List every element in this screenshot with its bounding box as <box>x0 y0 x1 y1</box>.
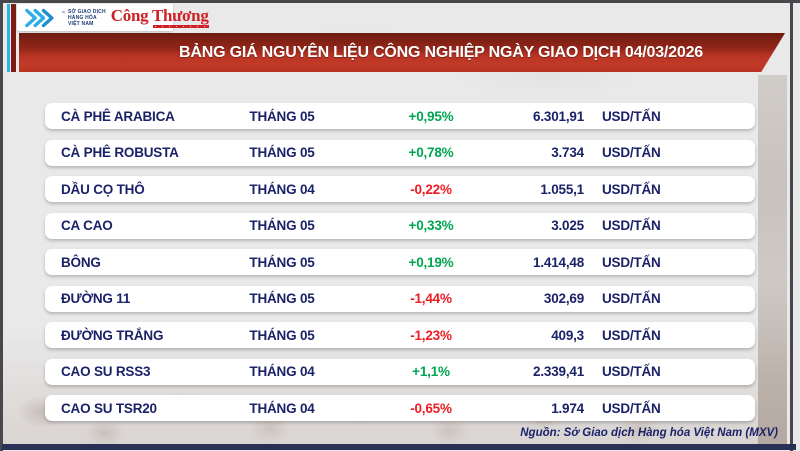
contract-month: THÁNG 05 <box>249 254 315 270</box>
table-row: CAO SU RSS3 THÁNG 04 +1,1% 2.339,41 USD/… <box>45 358 755 385</box>
contract-month: THÁNG 05 <box>249 327 315 343</box>
price-unit: USD/TẤN <box>602 291 661 306</box>
price-unit: USD/TẤN <box>602 145 661 160</box>
bottom-bar <box>2 444 796 450</box>
table-row: CA CAO THÁNG 05 +0,33% 3.025 USD/TẤN <box>45 212 755 239</box>
price-value: 3.734 <box>551 145 584 160</box>
mxv-logo: ™ SỞ GIAO DỊCH HÀNG HÓA VIỆT NAM <box>24 8 106 28</box>
commodity-name: CÀ PHÊ ARABICA <box>61 108 175 124</box>
contract-month: THÁNG 05 <box>249 145 315 160</box>
change-percent: +1,1% <box>412 364 450 379</box>
price-unit: USD/TẤN <box>602 218 661 233</box>
table-row: ĐƯỜNG TRẮNG THÁNG 05 -1,23% 409,3 USD/TẤ… <box>45 322 755 348</box>
price-value: 409,3 <box>551 327 584 343</box>
mxv-org-line2: HÀNG HÓA <box>68 14 97 21</box>
price-value: 2.339,41 <box>533 364 584 379</box>
congthuong-logo: Công Thương <box>111 7 209 28</box>
commodity-name: CÀ PHÊ ROBUSTA <box>61 145 179 160</box>
price-value: 302,69 <box>543 291 584 306</box>
commodity-name: CAO SU RSS3 <box>61 364 151 379</box>
change-percent: +0,95% <box>408 108 454 124</box>
congthuong-tagline-bar <box>152 25 209 28</box>
commodity-name: BÔNG <box>61 254 101 270</box>
source-note: Nguồn: Sở Giao dịch Hàng hóa Việt Nam (M… <box>520 427 778 439</box>
price-value: 3.025 <box>551 218 584 233</box>
commodity-name: ĐƯỜNG TRẮNG <box>61 327 164 343</box>
contract-month: THÁNG 04 <box>249 364 315 379</box>
page-title: BẢNG GIÁ NGUYÊN LIỆU CÔNG NGHIỆP NGÀY GI… <box>179 43 703 61</box>
congthuong-wordmark: Công Thương <box>110 6 209 25</box>
table-row: CAO SU TSR20 THÁNG 04 -0,65% 1.974 USD/T… <box>45 395 755 421</box>
contract-month: THÁNG 05 <box>249 291 315 306</box>
price-value: 1.414,48 <box>533 254 584 270</box>
frame-border-right <box>790 0 793 451</box>
price-unit: USD/TẤN <box>602 108 661 124</box>
contract-month: THÁNG 05 <box>249 108 315 124</box>
commodity-name: ĐƯỜNG 11 <box>61 291 131 306</box>
commodity-name: CAO SU TSR20 <box>61 400 157 416</box>
mxv-chevrons-icon <box>25 8 54 27</box>
table-row: DẦU CỌ THÔ THÁNG 04 -0,22% 1.055,1 USD/T… <box>45 176 755 202</box>
accent-bar-cyan <box>7 4 10 72</box>
price-table: CÀ PHÊ ARABICA THÁNG 05 +0,95% 6.301,91 … <box>45 103 755 421</box>
mxv-org-line1: SỞ GIAO DỊCH <box>68 8 106 15</box>
price-value: 6.301,91 <box>533 108 584 124</box>
title-banner: BẢNG GIÁ NGUYÊN LIỆU CÔNG NGHIỆP NGÀY GI… <box>19 33 785 72</box>
change-percent: +0,33% <box>408 218 454 233</box>
price-unit: USD/TẤN <box>602 254 661 270</box>
contract-month: THÁNG 04 <box>249 181 315 197</box>
commodity-name: CA CAO <box>61 218 113 233</box>
table-row: BÔNG THÁNG 05 +0,19% 1.414,48 USD/TẤN <box>45 249 755 275</box>
price-unit: USD/TẤN <box>602 364 661 379</box>
mxv-trademark: ™ <box>61 9 65 15</box>
table-row: CÀ PHÊ ARABICA THÁNG 05 +0,95% 6.301,91 … <box>45 103 755 129</box>
contract-month: THÁNG 05 <box>249 218 315 233</box>
price-value: 1.974 <box>551 400 584 416</box>
mxv-org-line3: VIỆT NAM <box>68 20 94 27</box>
price-value: 1.055,1 <box>540 181 584 197</box>
change-percent: -0,22% <box>410 181 452 197</box>
commodity-name: DẦU CỌ THÔ <box>61 181 145 197</box>
change-percent: -1,23% <box>410 327 452 343</box>
logo-strip: ™ SỞ GIAO DỊCH HÀNG HÓA VIỆT NAM Công Th… <box>17 4 209 31</box>
change-percent: +0,78% <box>408 145 454 160</box>
contract-month: THÁNG 04 <box>249 400 315 416</box>
frame-border-left <box>0 0 3 451</box>
accent-bar-maroon <box>11 4 16 72</box>
price-unit: USD/TẤN <box>602 327 661 343</box>
price-unit: USD/TẤN <box>602 400 661 416</box>
background-photo-right-strip <box>758 75 787 444</box>
change-percent: -0,65% <box>410 400 452 416</box>
frame-border-top <box>0 0 800 3</box>
mxv-org-name: SỞ GIAO DỊCH HÀNG HÓA VIỆT NAM <box>68 9 106 27</box>
background-photo-beans <box>3 330 787 444</box>
table-row: CÀ PHÊ ROBUSTA THÁNG 05 +0,78% 3.734 USD… <box>45 139 755 166</box>
change-percent: -1,44% <box>410 291 452 306</box>
price-unit: USD/TẤN <box>602 181 661 197</box>
table-row: ĐƯỜNG 11 THÁNG 05 -1,44% 302,69 USD/TẤN <box>45 285 755 312</box>
change-percent: +0,19% <box>408 254 454 270</box>
